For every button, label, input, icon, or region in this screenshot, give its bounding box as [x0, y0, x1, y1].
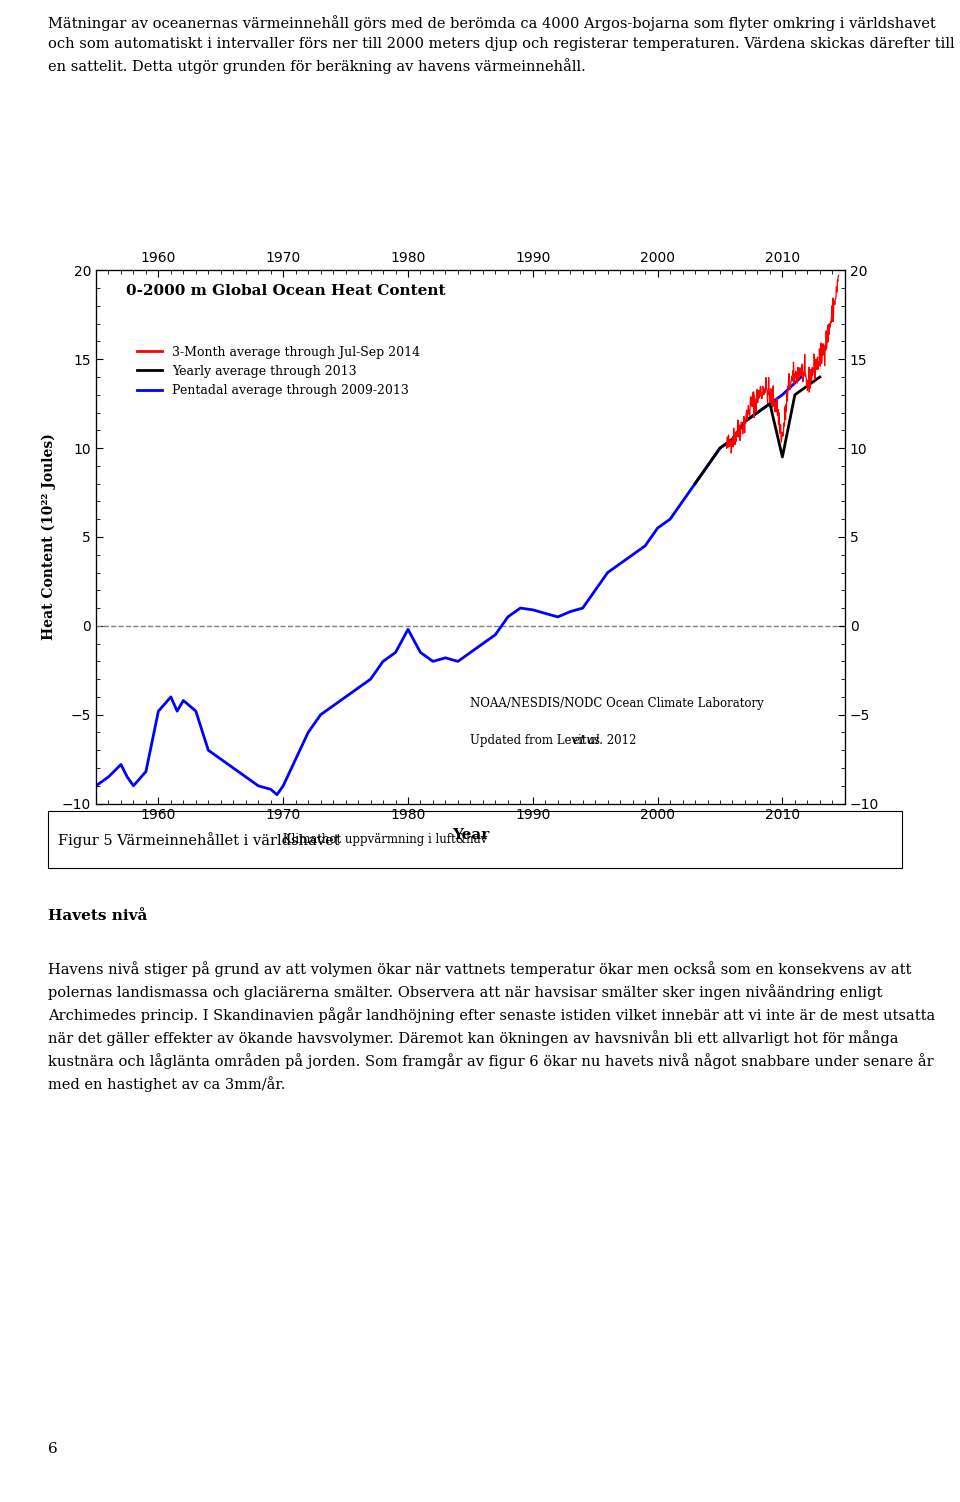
- Text: 2012: 2012: [603, 734, 636, 748]
- Text: Havets nivå: Havets nivå: [48, 909, 148, 924]
- Text: Klimathot uppvärmning i luft&hav: Klimathot uppvärmning i luft&hav: [278, 834, 487, 846]
- Text: Updated from Levitus: Updated from Levitus: [470, 734, 604, 748]
- Y-axis label: Heat Content (10²² Joules): Heat Content (10²² Joules): [42, 434, 57, 640]
- Text: NOAA/NESDIS/NODC Ocean Climate Laboratory: NOAA/NESDIS/NODC Ocean Climate Laborator…: [470, 697, 764, 710]
- Text: 6: 6: [48, 1442, 58, 1457]
- Text: Mätningar av oceanernas värmeinnehåll görs med de berömda ca 4000 Argos-bojarna : Mätningar av oceanernas värmeinnehåll gö…: [48, 15, 954, 74]
- Legend: 3-Month average through Jul-Sep 2014, Yearly average through 2013, Pentadal aver: 3-Month average through Jul-Sep 2014, Ye…: [132, 341, 425, 403]
- Text: et al.: et al.: [573, 734, 603, 748]
- Text: Havens nivå stiger på grund av att volymen ökar när vattnets temperatur ökar men: Havens nivå stiger på grund av att volym…: [48, 961, 935, 1092]
- Text: 0-2000 m Global Ocean Heat Content: 0-2000 m Global Ocean Heat Content: [126, 284, 445, 297]
- X-axis label: Year: Year: [452, 828, 489, 843]
- Text: Figur 5 Värmeinnehållet i världshavet: Figur 5 Värmeinnehållet i världshavet: [59, 832, 340, 847]
